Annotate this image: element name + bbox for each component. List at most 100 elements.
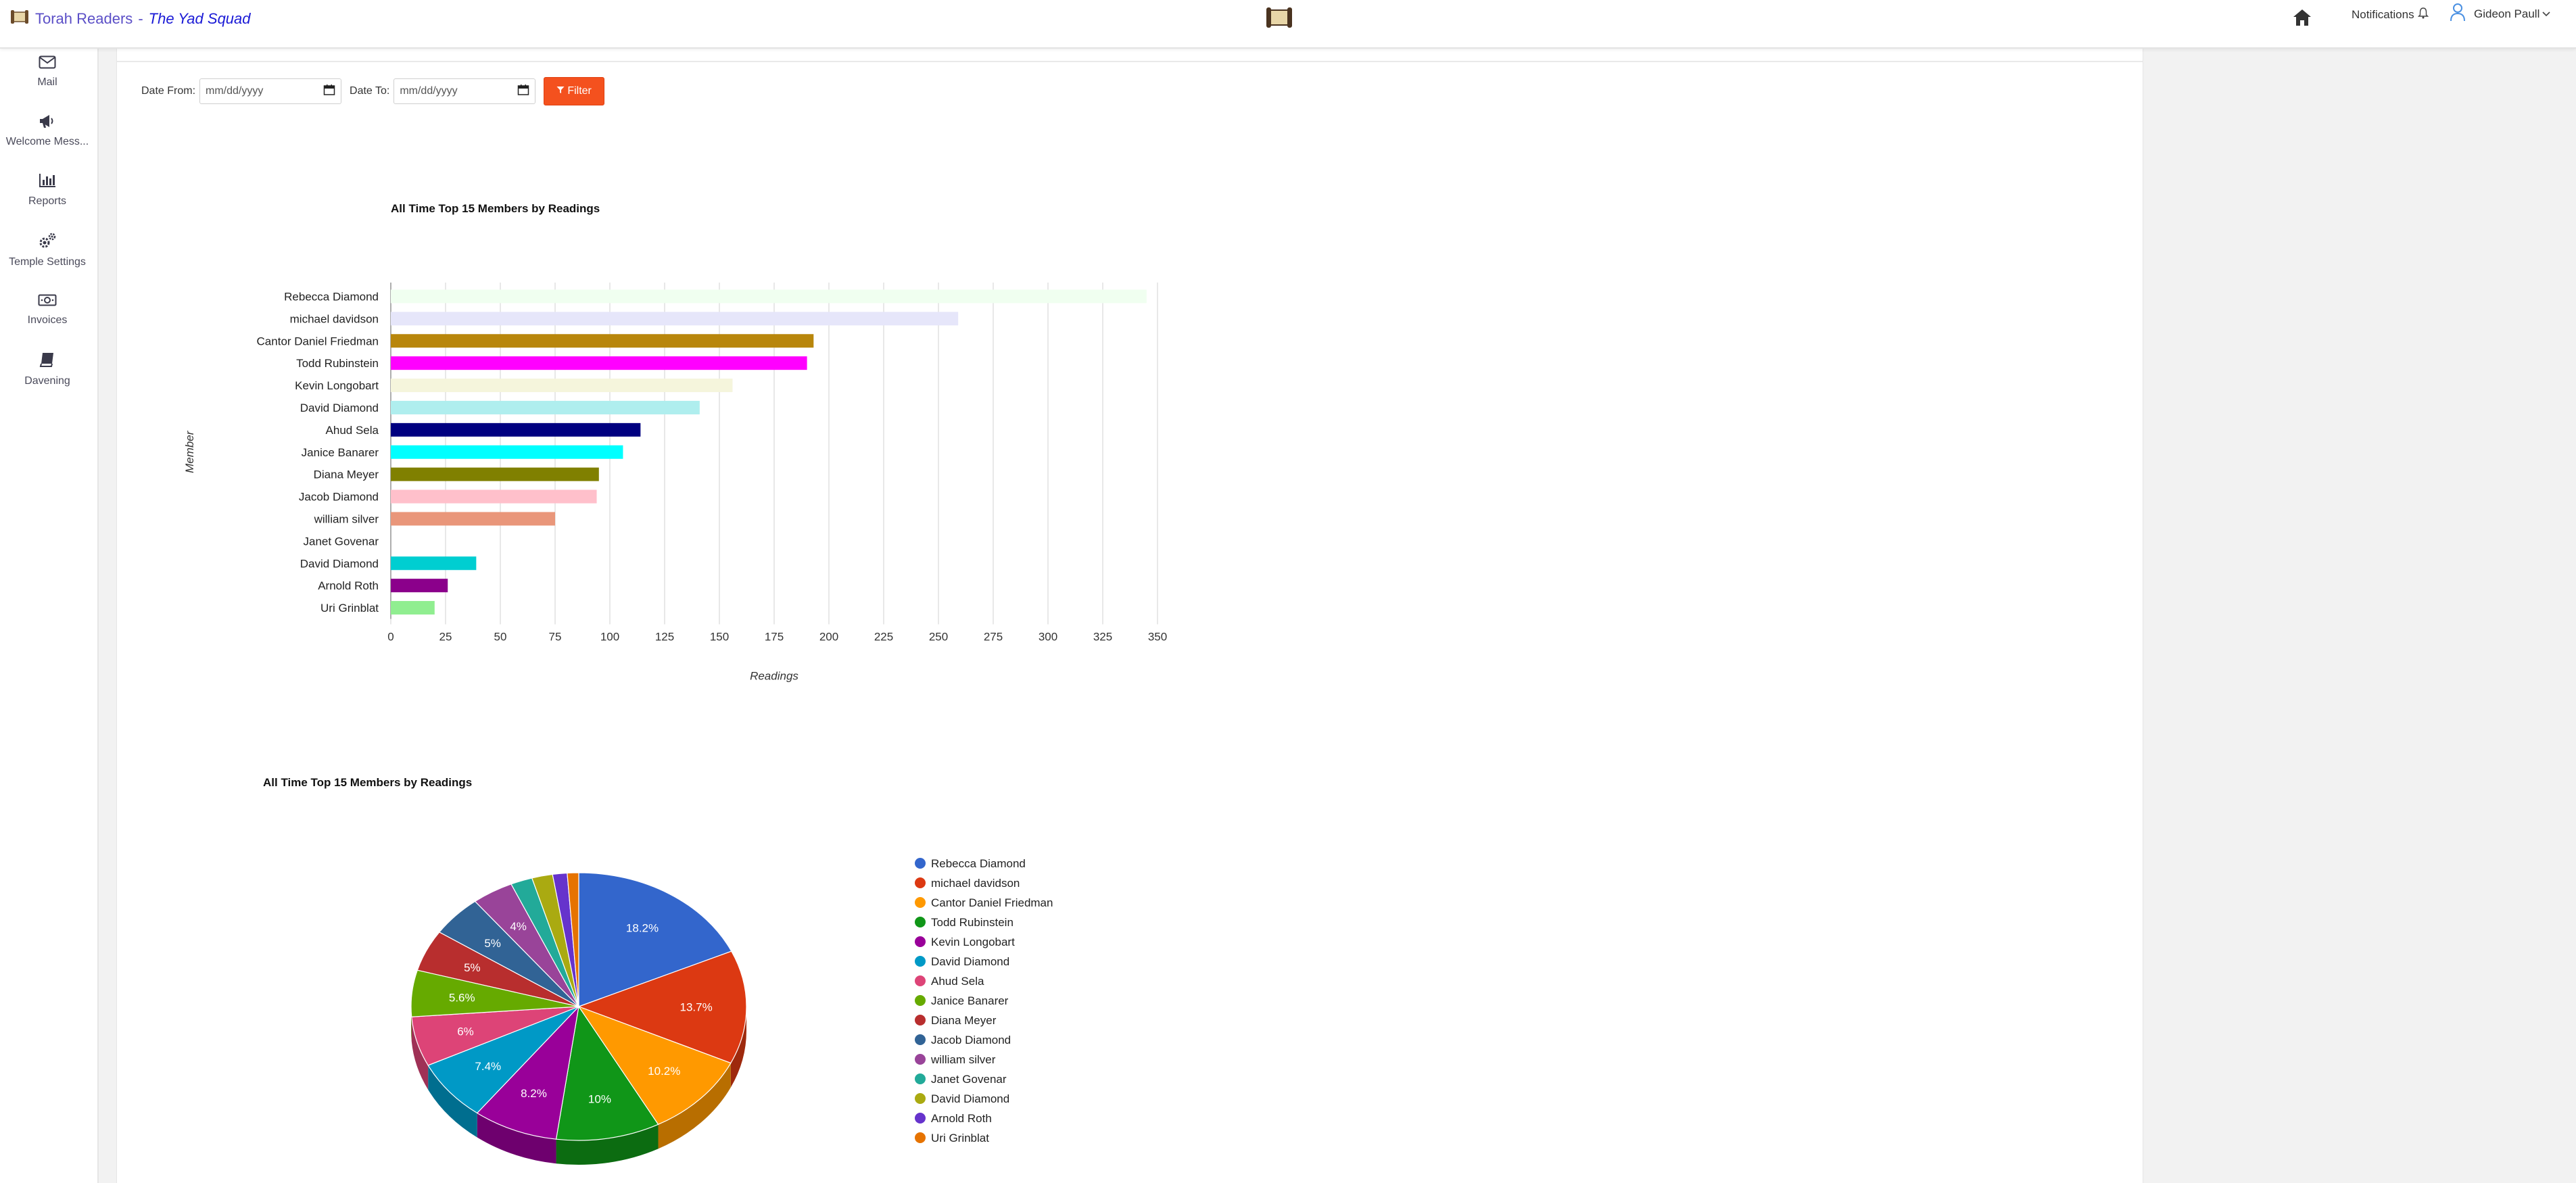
sidebar-item-reports[interactable]: Reports [0,173,95,208]
x-tick-label: 200 [819,631,838,644]
bar-category-label: Janet Govenar [303,535,379,548]
pie-slice[interactable] [577,950,747,1064]
legend-marker [915,917,926,927]
pie-slice-label: 4% [510,920,527,933]
bar-category-label: David Diamond [300,557,379,570]
date-from-placeholder: mm/dd/yyyy [206,85,264,97]
legend-label[interactable]: Cantor Daniel Friedman [931,896,1053,909]
date-to-placeholder: mm/dd/yyyy [400,85,458,97]
bar[interactable] [391,556,477,571]
bar[interactable] [391,312,959,326]
pie-slice-side [658,1063,731,1149]
filter-button-label: Filter [567,85,592,97]
pie-slice-label: 13.7% [679,1001,712,1014]
bell-icon [2417,7,2429,22]
pie-chart-title: All Time Top 15 Members by Readings [263,776,473,789]
legend-label[interactable]: Rebecca Diamond [931,857,1026,870]
bar[interactable] [391,445,623,459]
legend-label[interactable]: william silver [930,1053,996,1066]
bar[interactable] [391,379,733,393]
legend-label[interactable]: Kevin Longobart [931,936,1015,948]
bar[interactable] [391,422,641,437]
pie-slice-label: 10.2% [648,1065,680,1078]
legend-label[interactable]: michael davidson [931,877,1020,890]
bar-chart: 0 25 50 75 100 125 150 175 200 225 250 275 300 325 350… [183,283,1167,683]
bar-category-label: Kevin Longobart [295,379,379,392]
sidebar-item-invoices[interactable]: Invoices [0,293,95,327]
notifications-label: Notifications [2352,7,2414,21]
brand[interactable]: Torah Readers - The Yad Squad [9,9,251,28]
bar[interactable] [391,334,814,348]
x-tick-label: 300 [1039,631,1057,644]
bar[interactable] [391,489,597,504]
x-tick-label: 350 [1148,631,1167,644]
sidebar-item-mail[interactable]: Mail [0,55,95,89]
bar[interactable] [391,467,599,481]
bar-category-label: michael davidson [290,312,379,325]
user-menu[interactable]: Gideon Paull [2450,3,2550,25]
legend-marker [915,1132,926,1143]
pie-slice[interactable] [577,1005,732,1126]
brand-name: Torah Readers [35,10,133,27]
sidebar: Mail Welcome Mess... Reports Temple Sett… [0,49,99,1183]
legend-label[interactable]: Janice Banarer [931,994,1009,1007]
filter-button[interactable]: Filter [544,77,604,105]
legend-label[interactable]: Janet Govenar [931,1073,1007,1086]
funnel-icon [556,85,565,97]
notifications-button[interactable]: Notifications [2352,7,2429,22]
sidebar-item-label: Welcome Mess... [5,136,89,147]
bar[interactable] [391,579,448,593]
pie-slice[interactable] [555,1005,659,1141]
date-filter-row: Date From: mm/dd/yyyy Date To: mm/dd/yyy… [141,77,604,105]
sidebar-item-welcome-message[interactable]: Welcome Mess... [0,114,95,148]
bar[interactable] [391,356,807,370]
top-bar: Torah Readers - The Yad Squad Notificati… [0,0,2576,49]
date-from-input[interactable]: mm/dd/yyyy [199,78,342,104]
pie-slice[interactable] [476,1005,579,1140]
sidebar-item-temple-settings[interactable]: Temple Settings [0,233,95,268]
legend-label[interactable]: Uri Grinblat [931,1132,989,1144]
bar-category-label: Ahud Sela [326,424,379,437]
bar-category-label: Arnold Roth [318,579,379,592]
legend-marker [915,877,926,888]
bar-category-label: Rebecca Diamond [284,290,379,303]
torah-scroll-icon [9,9,30,28]
legend-marker [915,975,926,986]
pie-slice-label: 7.4% [475,1060,501,1073]
pie-slice[interactable] [427,1006,579,1114]
bar-category-label: Uri Grinblat [320,602,379,614]
date-to-input[interactable]: mm/dd/yyyy [393,78,536,104]
pie-slice-label: 8.2% [521,1087,547,1100]
sidebar-item-label: Mail [37,76,57,88]
legend-label[interactable]: Todd Rubinstein [931,916,1013,929]
gears-icon [0,233,95,252]
legend-marker [915,1034,926,1045]
bar[interactable] [391,601,435,615]
bar[interactable] [391,289,1147,304]
home-icon[interactable] [2292,8,2312,30]
pie-slice-side [477,1113,556,1164]
legend-label[interactable]: Jacob Diamond [931,1034,1011,1046]
bar[interactable] [391,400,700,414]
pie-slice-label: 5% [484,937,501,950]
legend-label[interactable]: David Diamond [931,1092,1009,1105]
center-scroll-logo-icon [1264,7,1294,32]
legend-marker [915,995,926,1006]
bar-category-label: Diana Meyer [314,468,379,481]
x-tick-label: 175 [765,631,784,644]
legend-label[interactable]: Diana Meyer [931,1014,997,1027]
pie-slice[interactable] [567,872,579,1007]
sidebar-item-davening[interactable]: Davening [0,352,95,387]
bar-category-label: Todd Rubinstein [296,357,379,370]
pie-slice[interactable] [578,872,732,1007]
legend-marker [915,858,926,869]
bar[interactable] [391,512,555,526]
bar-category-label: Janice Banarer [302,446,379,459]
x-tick-label: 50 [494,631,507,644]
book-icon [0,352,95,371]
envelope-icon [0,55,95,72]
legend-label[interactable]: David Diamond [931,955,1009,968]
legend-label[interactable]: Arnold Roth [931,1112,992,1125]
legend-label[interactable]: Ahud Sela [931,975,984,988]
legend-marker [915,936,926,947]
